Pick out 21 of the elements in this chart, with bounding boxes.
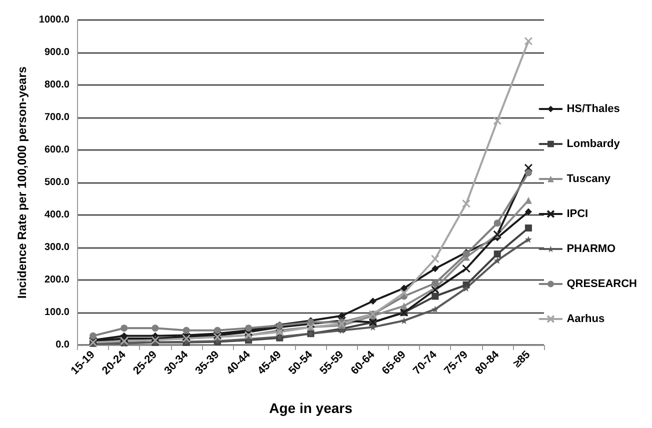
legend-label: QRESEARCH: [566, 278, 638, 290]
y-tick-label: 800.0: [44, 80, 70, 90]
legend-label: Aarhus: [566, 313, 605, 325]
legend-label: PHARMO: [566, 243, 616, 255]
legend-label: Lombardy: [566, 138, 621, 150]
legend-label: Tuscany: [566, 173, 612, 185]
y-tick-label: 500.0: [44, 177, 70, 188]
y-axis-title: Incidence Rate per 100,000 person-years: [15, 66, 29, 299]
y-tick-label: 200.0: [44, 274, 70, 286]
y-tick-label: 1000.0: [38, 14, 70, 26]
x-axis-title: Age in years: [269, 400, 353, 416]
y-tick-label: 100.0: [44, 307, 70, 318]
legend-label: HS/Thales: [566, 103, 620, 115]
y-tick-label: 300.0: [44, 242, 70, 253]
y-tick-label: 400.0: [44, 210, 70, 220]
legend-label: IPCI: [566, 208, 588, 220]
y-tick-label: 700.0: [44, 112, 70, 123]
x-tick-label: ≥85: [511, 348, 533, 370]
y-tick-label: 600.0: [44, 144, 70, 156]
y-tick-label: 900.0: [44, 47, 70, 58]
y-tick-label: 0.0: [56, 340, 70, 350]
